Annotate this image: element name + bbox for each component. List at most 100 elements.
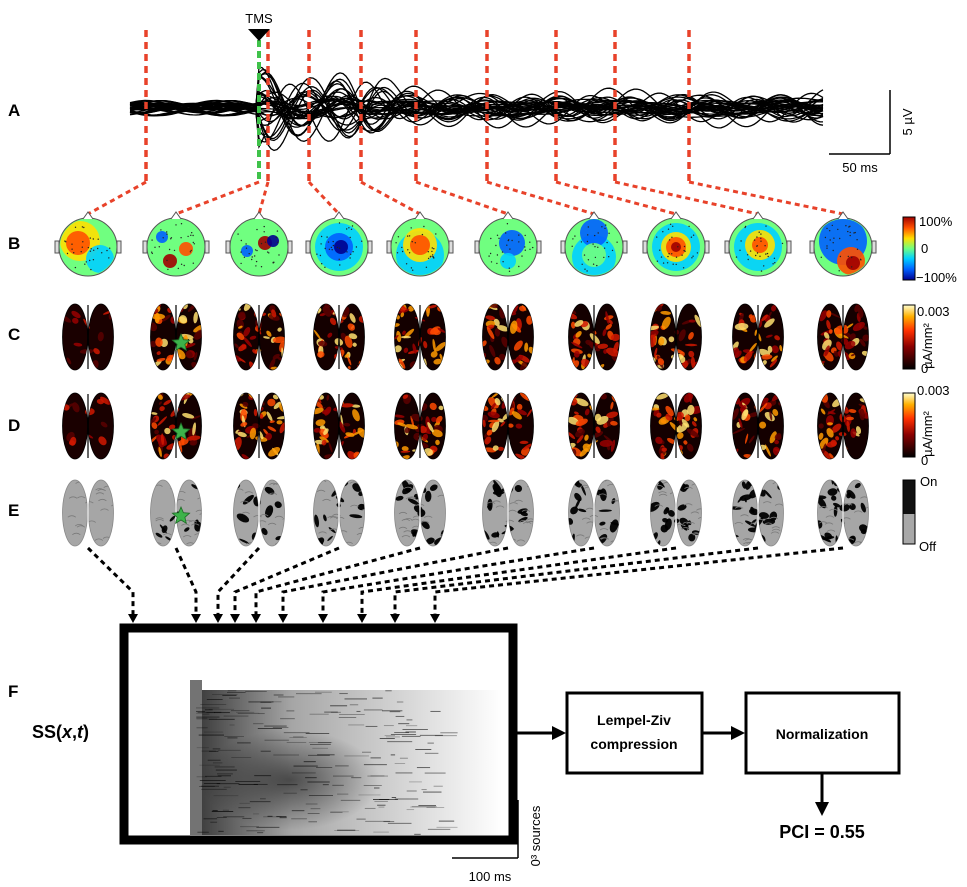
brain-map bbox=[313, 303, 365, 371]
colorbar-d-bottom: 0 bbox=[921, 453, 928, 468]
legend-e: On Off bbox=[902, 474, 937, 554]
brain-map bbox=[817, 392, 869, 460]
panel-label-f: F bbox=[8, 682, 18, 701]
down-arrow-icon bbox=[213, 614, 223, 623]
connector-ab bbox=[307, 180, 341, 216]
normalization-box: Normalization bbox=[744, 691, 901, 775]
colorbar-c-top: 0.003 bbox=[917, 304, 950, 319]
down-arrow-icon bbox=[128, 614, 138, 623]
brain-map bbox=[394, 392, 446, 460]
cortical-current-row-d bbox=[62, 392, 869, 460]
brain-map bbox=[313, 479, 365, 547]
connector-ab bbox=[415, 180, 509, 216]
brain-map bbox=[233, 303, 285, 371]
down-arrow-icon bbox=[430, 614, 440, 623]
connector-ef bbox=[174, 547, 198, 614]
scale-y-label-a: 5 µV bbox=[900, 108, 915, 135]
connector-ef bbox=[216, 546, 261, 614]
tms-arrow-icon bbox=[248, 29, 270, 41]
brain-map bbox=[313, 392, 365, 460]
brain-map bbox=[482, 479, 534, 547]
connector-ab bbox=[360, 180, 421, 216]
brain-map bbox=[233, 479, 285, 547]
compression-line2: compression bbox=[590, 736, 677, 752]
eeg-butterfly-traces bbox=[129, 66, 824, 152]
brain-map bbox=[732, 392, 784, 460]
colorbar-d-unit: µA/mm² bbox=[920, 410, 935, 456]
down-arrow-icon bbox=[278, 614, 288, 623]
scalp-map bbox=[724, 211, 792, 277]
down-arrow-icon bbox=[191, 614, 201, 623]
binary-significance-row-e bbox=[62, 479, 869, 547]
scalp-topography-row bbox=[54, 211, 877, 277]
compression-line1: Lempel-Ziv bbox=[597, 712, 671, 728]
colorbar-c-bottom: 0 bbox=[921, 361, 928, 376]
eeg-trace bbox=[129, 97, 824, 117]
brain-map bbox=[482, 392, 534, 460]
stimulation-star-icon bbox=[171, 421, 191, 441]
brain-map bbox=[817, 479, 869, 547]
eeg-trace bbox=[129, 96, 824, 119]
brain-map bbox=[62, 303, 114, 371]
down-arrow-icon bbox=[318, 614, 328, 623]
eeg-trace bbox=[129, 81, 824, 150]
scale-bar-f: 100 ms 0³ sources bbox=[452, 800, 543, 884]
connector-ef bbox=[233, 546, 340, 614]
colorbar-c-unit: µA/mm² bbox=[920, 322, 935, 368]
cortical-current-row-c bbox=[62, 303, 869, 371]
stimulation-star-icon bbox=[171, 505, 191, 525]
eeg-trace bbox=[129, 73, 824, 131]
connector-ab bbox=[87, 180, 147, 216]
brain-map bbox=[568, 303, 620, 371]
scalp-map bbox=[225, 211, 293, 277]
connector-ef bbox=[360, 546, 677, 614]
connector-ef bbox=[321, 546, 595, 614]
scalp-map bbox=[642, 211, 710, 277]
colorbar-b: 100% 0 −100% bbox=[902, 214, 957, 285]
panel-label-c: C bbox=[8, 325, 20, 344]
connector-ab bbox=[486, 180, 595, 216]
connector-ef bbox=[254, 546, 421, 614]
brain-map bbox=[482, 303, 534, 371]
scale-bar-a: 50 ms 5 µV bbox=[829, 90, 915, 175]
brain-map bbox=[568, 479, 620, 547]
brain-map bbox=[150, 303, 202, 371]
brain-map bbox=[650, 392, 702, 460]
eeg-trace bbox=[129, 82, 824, 143]
brain-map bbox=[62, 392, 114, 460]
colorbar-b-mid: 0 bbox=[921, 241, 928, 256]
down-arrow-icon bbox=[390, 614, 400, 623]
brain-map bbox=[394, 303, 446, 371]
panel-label-e: E bbox=[8, 501, 19, 520]
connector-ef bbox=[433, 546, 844, 614]
arrow-to-result bbox=[815, 773, 829, 816]
significance-matrix bbox=[119, 623, 518, 845]
colorbar-c: 0.003 0 µA/mm² bbox=[902, 304, 950, 376]
arrow-to-compression bbox=[513, 726, 566, 740]
eeg-trace bbox=[129, 91, 824, 120]
colorbar-d-top: 0.003 bbox=[917, 383, 950, 398]
matrix-label: SS(x,t) bbox=[32, 722, 89, 742]
scalp-map bbox=[560, 211, 628, 277]
brain-map bbox=[150, 392, 202, 460]
connector-ab bbox=[257, 181, 270, 215]
legend-off-label: Off bbox=[919, 539, 936, 554]
compression-box: Lempel-Ziv compression bbox=[565, 691, 704, 775]
panel-label-a: A bbox=[8, 101, 20, 120]
arrow-to-normalization bbox=[702, 726, 745, 740]
panel-label-d: D bbox=[8, 416, 20, 435]
colorbar-b-bottom: −100% bbox=[916, 270, 957, 285]
legend-on-label: On bbox=[920, 474, 937, 489]
connector-ab bbox=[688, 180, 844, 216]
connector-ef bbox=[393, 546, 759, 614]
scalp-map bbox=[386, 211, 454, 277]
eeg-trace bbox=[129, 71, 824, 132]
brain-map bbox=[650, 479, 702, 547]
a-to-b-connectors bbox=[87, 180, 844, 216]
scale-y-label-f: 0³ sources bbox=[528, 805, 543, 866]
colorbar-b-top: 100% bbox=[919, 214, 953, 229]
brain-map bbox=[732, 479, 784, 547]
pci-result: PCI = 0.55 bbox=[779, 822, 865, 842]
connector-ab bbox=[614, 180, 759, 216]
